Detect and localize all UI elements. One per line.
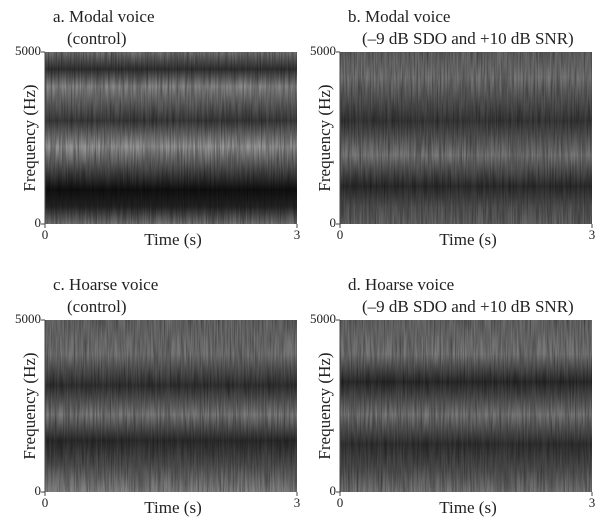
y-tick-label: 0 bbox=[330, 483, 337, 498]
y-tick-label: 5000 bbox=[15, 311, 41, 326]
x-axis-label: Time (s) bbox=[439, 498, 496, 517]
x-tick-label: 0 bbox=[42, 495, 49, 510]
x-tick-label: 0 bbox=[337, 495, 344, 510]
y-tick-label: 5000 bbox=[15, 43, 41, 58]
panel-title: a. Modal voice bbox=[53, 7, 155, 26]
y-tick-label: 0 bbox=[35, 483, 42, 498]
spectrogram-texture bbox=[45, 320, 297, 492]
spectrogram-texture bbox=[340, 320, 592, 492]
y-tick-label: 0 bbox=[330, 215, 337, 230]
spectrogram-texture bbox=[45, 52, 297, 224]
x-tick-label: 0 bbox=[42, 227, 49, 242]
y-tick-label: 0 bbox=[35, 215, 42, 230]
x-tick-label: 3 bbox=[589, 227, 596, 242]
y-axis-label: Frequency (Hz) bbox=[20, 84, 39, 191]
x-tick-label: 0 bbox=[337, 227, 344, 242]
x-tick-label: 3 bbox=[294, 227, 301, 242]
x-axis-label: Time (s) bbox=[144, 230, 201, 249]
panel-title: c. Hoarse voice bbox=[53, 275, 158, 294]
x-axis-label: Time (s) bbox=[144, 498, 201, 517]
panel: c. Hoarse voice (control) 0 5000 0 3 Time (s) F… bbox=[15, 275, 300, 517]
panel-subtitle: (control) bbox=[67, 29, 126, 48]
panel: b. Modal voice (–9 dB SDO and +10 dB SNR)… bbox=[310, 7, 595, 249]
x-tick-label: 3 bbox=[589, 495, 596, 510]
panel-subtitle: (–9 dB SDO and +10 dB SNR) bbox=[362, 29, 574, 48]
panel-title: d. Hoarse voice bbox=[348, 275, 454, 294]
y-tick-label: 5000 bbox=[310, 43, 336, 58]
y-tick-label: 5000 bbox=[310, 311, 336, 326]
panel: a. Modal voice (control) 0 5000 0 3 Time (s) Fr… bbox=[15, 7, 300, 249]
y-axis-label: Frequency (Hz) bbox=[20, 352, 39, 459]
panel: d. Hoarse voice (–9 dB SDO and +10 dB SNR… bbox=[310, 275, 595, 517]
panel-subtitle: (–9 dB SDO and +10 dB SNR) bbox=[362, 297, 574, 316]
y-axis-label: Frequency (Hz) bbox=[315, 352, 334, 459]
panel-subtitle: (control) bbox=[67, 297, 126, 316]
x-tick-label: 3 bbox=[294, 495, 301, 510]
y-axis-label: Frequency (Hz) bbox=[315, 84, 334, 191]
x-axis-label: Time (s) bbox=[439, 230, 496, 249]
panel-title: b. Modal voice bbox=[348, 7, 450, 26]
spectrogram-texture bbox=[340, 52, 592, 224]
